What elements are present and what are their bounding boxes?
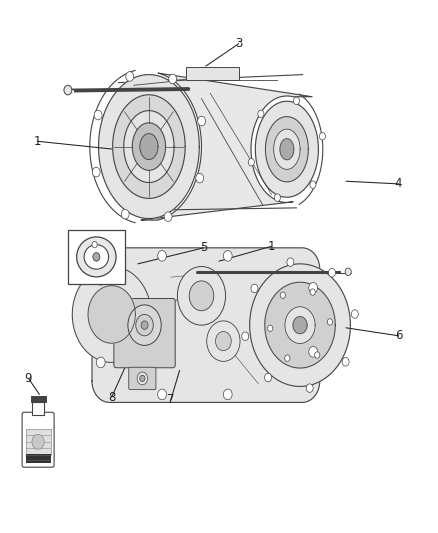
FancyBboxPatch shape [186,67,239,80]
Polygon shape [274,129,300,169]
Circle shape [198,116,205,126]
Circle shape [92,241,97,248]
Circle shape [94,110,102,120]
FancyBboxPatch shape [22,413,54,467]
Circle shape [309,346,318,357]
Circle shape [274,194,280,201]
Polygon shape [140,134,158,159]
Circle shape [293,97,300,104]
Bar [31,395,46,402]
Circle shape [169,74,177,84]
Circle shape [242,332,249,341]
Polygon shape [132,123,166,171]
Polygon shape [92,248,320,402]
Circle shape [215,332,231,351]
Text: 4: 4 [395,177,403,190]
Circle shape [158,251,166,261]
Circle shape [141,321,148,329]
Circle shape [328,269,336,277]
Polygon shape [250,264,350,386]
Circle shape [96,274,105,285]
Circle shape [314,352,320,358]
Circle shape [310,181,316,188]
Circle shape [64,85,72,95]
Circle shape [258,110,264,118]
Circle shape [128,305,161,345]
Circle shape [287,258,294,266]
Text: 1: 1 [33,135,41,148]
Circle shape [93,253,100,261]
Circle shape [92,167,100,177]
Circle shape [189,281,214,311]
Text: 7: 7 [167,393,175,406]
Text: 6: 6 [395,329,403,342]
Circle shape [251,284,258,293]
Circle shape [327,319,332,325]
Circle shape [207,321,240,361]
Text: 5: 5 [200,241,207,254]
Circle shape [280,292,286,298]
Circle shape [223,389,232,400]
Circle shape [136,314,153,336]
Circle shape [351,310,358,318]
Circle shape [319,133,325,140]
Circle shape [345,268,351,276]
Circle shape [32,434,44,449]
Circle shape [126,71,134,81]
Circle shape [310,289,315,295]
Circle shape [248,158,254,166]
Polygon shape [293,317,307,334]
Circle shape [196,173,204,183]
Circle shape [285,355,290,361]
Circle shape [342,358,349,366]
Polygon shape [88,286,135,343]
Text: 8: 8 [108,391,115,403]
Circle shape [268,325,273,332]
Circle shape [140,375,145,382]
Circle shape [265,373,272,382]
Text: 1: 1 [268,240,276,253]
Polygon shape [285,307,315,343]
Polygon shape [124,111,174,182]
Circle shape [96,357,105,368]
Circle shape [177,266,226,325]
Text: 3: 3 [235,37,242,50]
Circle shape [121,209,129,219]
Polygon shape [280,139,294,160]
Polygon shape [265,117,308,182]
Polygon shape [255,101,318,197]
Polygon shape [265,282,336,368]
Polygon shape [99,75,199,219]
Polygon shape [113,95,185,198]
FancyBboxPatch shape [129,367,156,390]
FancyBboxPatch shape [114,298,175,368]
Circle shape [306,384,313,392]
Bar [32,402,44,416]
Circle shape [137,372,148,385]
Circle shape [158,389,166,400]
Bar [25,454,50,463]
Bar [68,230,125,284]
Polygon shape [141,73,312,220]
Polygon shape [72,266,151,362]
Circle shape [309,282,318,293]
Circle shape [223,251,232,261]
Text: 9: 9 [25,372,32,385]
Bar [25,429,50,455]
Circle shape [164,212,172,222]
Ellipse shape [77,237,116,277]
Ellipse shape [84,245,109,269]
